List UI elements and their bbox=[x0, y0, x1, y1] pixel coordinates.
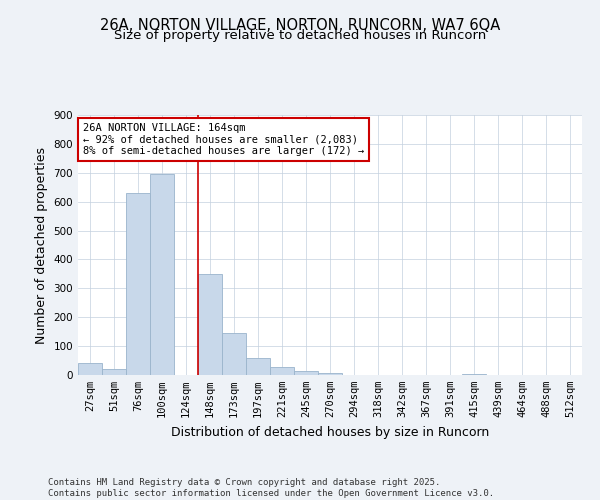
Bar bbox=[126, 193, 150, 375]
Text: 26A, NORTON VILLAGE, NORTON, RUNCORN, WA7 6QA: 26A, NORTON VILLAGE, NORTON, RUNCORN, WA… bbox=[100, 18, 500, 32]
Bar bbox=[246, 358, 270, 375]
Bar bbox=[294, 371, 318, 375]
Bar bbox=[102, 369, 126, 375]
Bar bbox=[270, 367, 294, 375]
Y-axis label: Number of detached properties: Number of detached properties bbox=[35, 146, 48, 344]
Bar bbox=[318, 372, 342, 375]
Text: Size of property relative to detached houses in Runcorn: Size of property relative to detached ho… bbox=[114, 29, 486, 42]
X-axis label: Distribution of detached houses by size in Runcorn: Distribution of detached houses by size … bbox=[171, 426, 489, 438]
Text: Contains HM Land Registry data © Crown copyright and database right 2025.
Contai: Contains HM Land Registry data © Crown c… bbox=[48, 478, 494, 498]
Bar bbox=[462, 374, 486, 375]
Bar bbox=[150, 174, 174, 375]
Bar bbox=[78, 364, 102, 375]
Bar bbox=[222, 333, 246, 375]
Text: 26A NORTON VILLAGE: 164sqm
← 92% of detached houses are smaller (2,083)
8% of se: 26A NORTON VILLAGE: 164sqm ← 92% of deta… bbox=[83, 123, 364, 156]
Bar bbox=[198, 274, 222, 375]
